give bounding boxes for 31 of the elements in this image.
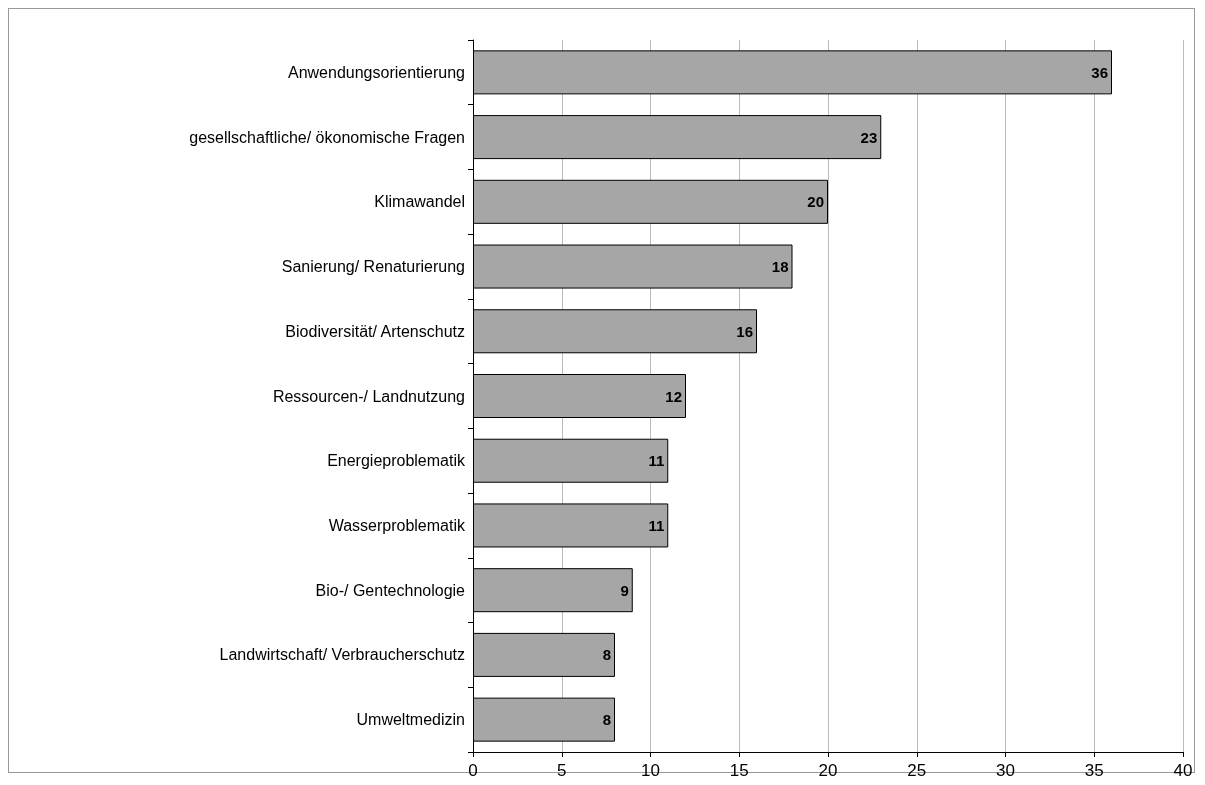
- y-tick-label: Klimawandel: [374, 193, 465, 211]
- x-tick-label: 15: [729, 761, 749, 780]
- y-tick-label: Bio-/ Gentechnologie: [315, 581, 466, 599]
- data-label: 8: [602, 646, 611, 664]
- data-label: 36: [1091, 63, 1108, 81]
- y-tick-label: Landwirtschaft/ Verbraucherschutz: [219, 646, 465, 664]
- data-label: 20: [807, 193, 824, 211]
- x-tick-label: 20: [818, 761, 838, 780]
- data-label: 23: [860, 128, 878, 146]
- data-label: 11: [648, 452, 665, 470]
- data-label: 9: [620, 581, 629, 599]
- x-tick-label: 35: [1084, 761, 1104, 780]
- y-tick-label: Biodiversität/ Artenschutz: [285, 322, 465, 340]
- x-tick-label: 40: [1173, 761, 1193, 780]
- x-tick-label: 10: [641, 761, 660, 780]
- y-tick-label: Sanierung/ Renaturierung: [281, 258, 465, 276]
- y-tick-label: Umweltmedizin: [356, 711, 465, 729]
- x-tick-label: 5: [557, 761, 567, 780]
- data-label: 12: [665, 387, 682, 405]
- x-tick-label: 25: [907, 761, 927, 780]
- y-tick-label: Energieproblematik: [327, 452, 466, 470]
- x-tick-label: 0: [468, 761, 478, 780]
- y-tick-label: gesellschaftliche/ ökonomische Fragen: [189, 128, 465, 146]
- data-label: 8: [602, 711, 611, 729]
- y-tick-label: Anwendungsorientierung: [287, 63, 465, 81]
- data-label: 18: [771, 258, 789, 276]
- data-label: 16: [736, 322, 753, 340]
- y-tick-label: Wasserproblematik: [328, 516, 466, 534]
- data-label: 11: [648, 516, 665, 534]
- y-tick-label: Ressourcen-/ Landnutzung: [272, 387, 465, 405]
- x-tick-label: 30: [996, 761, 1015, 780]
